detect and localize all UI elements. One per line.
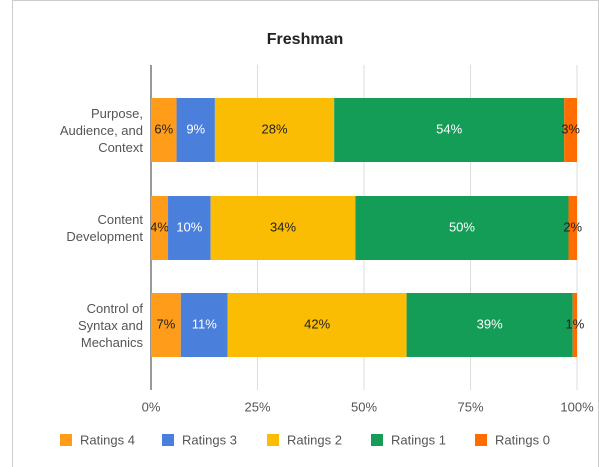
legend-label: Ratings 1 <box>391 432 446 447</box>
chart-title: Freshman <box>267 31 343 48</box>
data-label: 11% <box>192 316 217 331</box>
data-label: 39% <box>477 316 503 331</box>
data-label: 4% <box>150 219 169 234</box>
x-tick-label: 0% <box>142 399 161 414</box>
data-label: 1% <box>565 316 584 331</box>
x-tick-label: 50% <box>351 399 377 414</box>
bar-segment <box>568 196 577 260</box>
data-label: 54% <box>436 121 462 136</box>
x-tick-label: 25% <box>244 399 270 414</box>
bar-segment <box>168 196 211 260</box>
data-label: 28% <box>262 121 288 136</box>
data-label: 34% <box>270 219 296 234</box>
data-label: 6% <box>154 121 173 136</box>
bar-segment <box>176 98 215 162</box>
legend-swatch <box>267 434 279 446</box>
legend-label: Ratings 3 <box>182 432 237 447</box>
y-tick-label: Purpose, Audience, and Context <box>59 105 143 155</box>
legend-label: Ratings 0 <box>495 432 550 447</box>
legend-label: Ratings 2 <box>287 432 342 447</box>
bar-segment <box>334 98 565 162</box>
bar-segment <box>210 196 356 260</box>
y-tick-label: Control of Syntax and Mechanics <box>77 300 143 350</box>
bar-segment <box>572 293 577 357</box>
data-label: 2% <box>563 219 582 234</box>
bar-segment <box>406 293 573 357</box>
legend-swatch <box>371 434 383 446</box>
bar-segment <box>151 98 177 162</box>
data-label: 42% <box>304 316 330 331</box>
data-label: 9% <box>186 121 205 136</box>
bar-segment <box>214 98 335 162</box>
legend-swatch <box>60 434 72 446</box>
bar-segment <box>564 98 577 162</box>
bar-segment <box>355 196 569 260</box>
bar-segment <box>180 293 228 357</box>
legend-label: Ratings 4 <box>80 432 135 447</box>
data-label: 10% <box>176 219 202 234</box>
bar-segment <box>151 196 169 260</box>
bar-segment <box>151 293 181 357</box>
legend-swatch <box>475 434 487 446</box>
y-tick-label: Content Development <box>66 212 143 244</box>
data-label: 3% <box>561 121 580 136</box>
legend-swatch <box>162 434 174 446</box>
data-label: 7% <box>157 316 176 331</box>
x-tick-label: 100% <box>560 399 594 414</box>
x-tick-label: 75% <box>457 399 483 414</box>
data-label: 50% <box>449 219 475 234</box>
bar-segment <box>227 293 407 357</box>
